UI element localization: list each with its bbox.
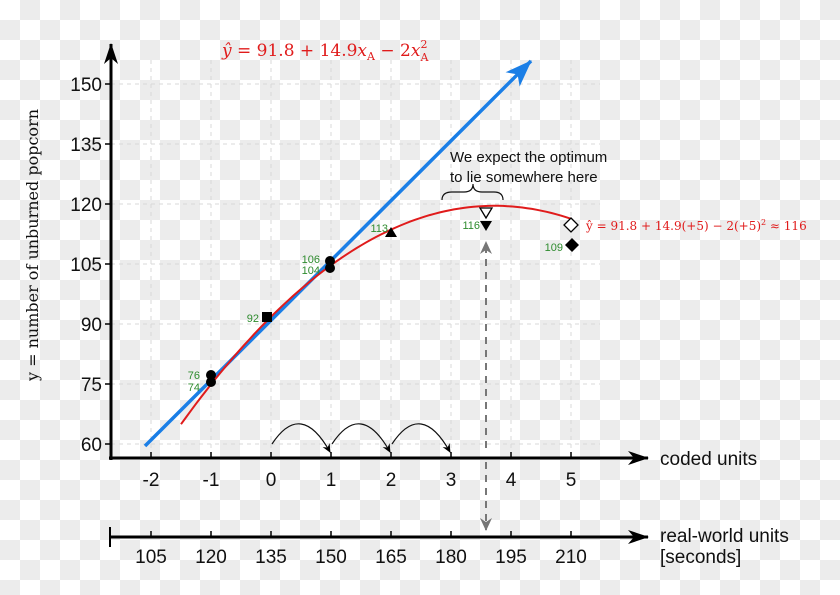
- point-minus1-74: [206, 377, 216, 387]
- point-2-113: [385, 227, 397, 237]
- y-tick-labels: 150 135 120 105 90 75 60: [70, 75, 102, 456]
- point-0-92: [262, 312, 272, 322]
- x-axis-real-title-line2: [seconds]: [660, 547, 741, 568]
- svg-text:76: 76: [188, 370, 200, 382]
- svg-text:195: 195: [495, 547, 527, 568]
- svg-text:-1: -1: [203, 470, 220, 491]
- svg-text:180: 180: [435, 547, 467, 568]
- svg-text:135: 135: [70, 135, 102, 156]
- svg-text:0: 0: [266, 470, 277, 491]
- predicted-points: [478, 207, 579, 233]
- svg-text:135: 135: [255, 547, 287, 568]
- predicted-optimum-marker: [478, 207, 494, 220]
- svg-text:150: 150: [70, 75, 102, 96]
- point-1-104: [325, 263, 335, 273]
- svg-text:74: 74: [188, 382, 200, 394]
- x-real-tick-labels: 105 120 135 150 165 180 195 210: [135, 547, 587, 568]
- svg-text:75: 75: [81, 375, 102, 396]
- svg-text:105: 105: [70, 255, 102, 276]
- svg-text:3: 3: [446, 470, 457, 491]
- svg-text:165: 165: [375, 547, 407, 568]
- svg-text:4: 4: [506, 470, 517, 491]
- svg-text:105: 105: [135, 547, 167, 568]
- point-5-109: [565, 238, 579, 252]
- quadratic-model-curve: [180, 204, 572, 425]
- svg-text:5: 5: [566, 470, 577, 491]
- svg-text:104: 104: [302, 265, 320, 277]
- svg-text:120: 120: [70, 195, 102, 216]
- model-equation: ŷ = 91.8 + 14.9xA − 2x2 A: [221, 38, 429, 64]
- point-minus1-76: [206, 370, 216, 380]
- svg-text:113: 113: [370, 223, 388, 235]
- svg-text:210: 210: [555, 547, 587, 568]
- optimum-note-line2: to lie somewhere here: [450, 169, 598, 186]
- svg-text:150: 150: [315, 547, 347, 568]
- gridlines: [111, 60, 600, 458]
- svg-text:2: 2: [386, 470, 397, 491]
- predicted-5-marker: [563, 217, 579, 233]
- prediction-equation: ŷ = 91.8 + 14.9(+5) − 2(+5)2 ≈ 116: [585, 218, 807, 233]
- optimum-brace: [441, 183, 504, 201]
- y-axis-title: y = number of unburned popcorn: [23, 109, 42, 382]
- x-real-ticks: [150, 531, 572, 537]
- y-ticks: [105, 83, 111, 445]
- svg-text:-2: -2: [143, 470, 160, 491]
- svg-text:106: 106: [302, 254, 320, 266]
- svg-text:92: 92: [247, 313, 259, 325]
- svg-text:60: 60: [81, 435, 102, 456]
- optimum-note-line1: We expect the optimum: [450, 149, 607, 166]
- steepest-ascent-line: [143, 59, 533, 448]
- data-points: [206, 221, 579, 387]
- x-coded-tick-labels: -2 -1 0 1 2 3 4 5: [143, 470, 577, 491]
- x-axis-real-title-line1: real-world units: [660, 526, 789, 547]
- step-arcs: [271, 423, 451, 453]
- x-coded-ticks: [150, 452, 572, 458]
- svg-text:109: 109: [545, 242, 563, 254]
- svg-text:116: 116: [462, 220, 480, 232]
- svg-text:90: 90: [81, 315, 102, 336]
- point-labels: 76 74 92 106 104 113 116 109: [188, 220, 563, 394]
- point-1-106: [325, 256, 335, 266]
- x-axis-coded-title: coded units: [660, 449, 757, 470]
- point-3-5-116: [480, 221, 492, 231]
- svg-text:120: 120: [195, 547, 227, 568]
- svg-text:1: 1: [326, 470, 337, 491]
